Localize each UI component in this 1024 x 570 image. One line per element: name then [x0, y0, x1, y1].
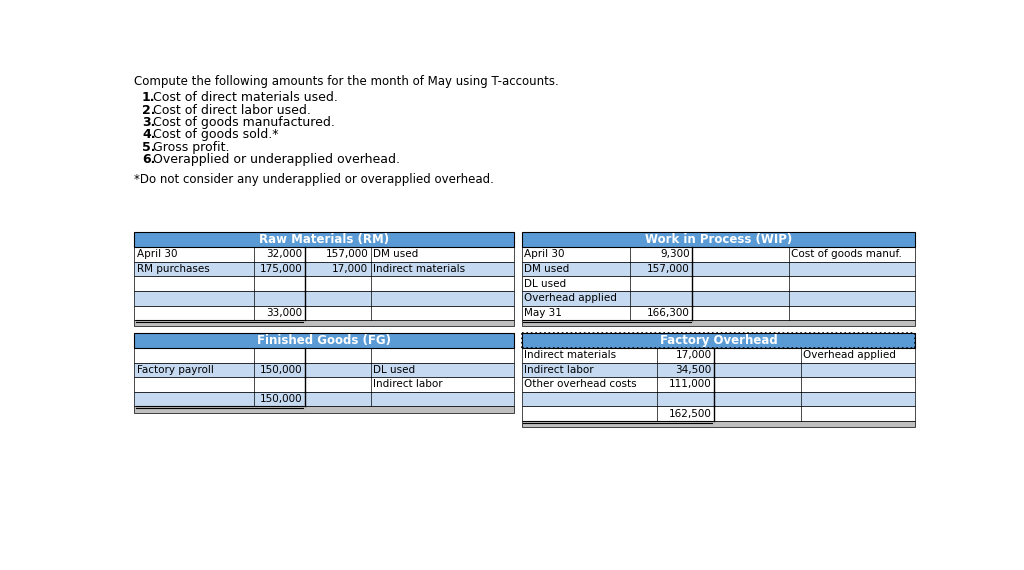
Bar	[521, 306, 915, 320]
Bar	[134, 276, 514, 291]
Text: 32,000: 32,000	[266, 249, 302, 259]
Bar	[134, 231, 514, 247]
Text: 2.: 2.	[142, 104, 156, 117]
Text: DM used: DM used	[524, 264, 569, 274]
Bar	[134, 406, 514, 413]
Text: 4.: 4.	[142, 128, 156, 141]
Text: Cost of goods manufactured.: Cost of goods manufactured.	[153, 116, 335, 129]
Text: 1.: 1.	[142, 92, 156, 104]
Text: 150,000: 150,000	[260, 394, 302, 404]
Bar	[134, 332, 514, 348]
Text: 5.: 5.	[142, 141, 156, 154]
Text: 157,000: 157,000	[326, 249, 369, 259]
Bar	[134, 392, 514, 406]
Bar	[521, 231, 915, 247]
Bar	[521, 262, 915, 276]
Bar	[134, 363, 514, 377]
Text: April 30: April 30	[524, 249, 564, 259]
Text: Finished Goods (FG): Finished Goods (FG)	[257, 333, 391, 347]
Text: 175,000: 175,000	[260, 264, 302, 274]
Bar	[521, 320, 915, 327]
Text: 33,000: 33,000	[266, 308, 302, 318]
Bar	[134, 377, 514, 392]
Text: Overhead applied: Overhead applied	[524, 293, 616, 303]
Text: *Do not consider any underapplied or overapplied overhead.: *Do not consider any underapplied or ove…	[134, 173, 494, 186]
Bar	[521, 247, 915, 262]
Text: DM used: DM used	[373, 249, 418, 259]
Text: 34,500: 34,500	[675, 365, 712, 375]
Text: Cost of direct materials used.: Cost of direct materials used.	[153, 92, 338, 104]
Bar	[521, 421, 915, 428]
Text: Indirect materials: Indirect materials	[373, 264, 465, 274]
Text: Gross profit.: Gross profit.	[153, 141, 229, 154]
Text: 6.: 6.	[142, 153, 156, 166]
Bar	[521, 348, 915, 363]
Bar	[134, 291, 514, 306]
Text: Indirect materials: Indirect materials	[524, 350, 616, 360]
Text: Cost of direct labor used.: Cost of direct labor used.	[153, 104, 310, 117]
Text: 150,000: 150,000	[260, 365, 302, 375]
Bar	[134, 262, 514, 276]
Text: 157,000: 157,000	[647, 264, 690, 274]
Bar	[134, 247, 514, 262]
Bar	[134, 348, 514, 363]
Text: Overhead applied: Overhead applied	[803, 350, 896, 360]
Bar	[521, 392, 915, 406]
Text: 17,000: 17,000	[676, 350, 712, 360]
Bar	[521, 332, 915, 348]
Text: Overapplied or underapplied overhead.: Overapplied or underapplied overhead.	[153, 153, 399, 166]
Text: Other overhead costs: Other overhead costs	[524, 380, 637, 389]
Text: 3.: 3.	[142, 116, 156, 129]
Text: Raw Materials (RM): Raw Materials (RM)	[259, 233, 389, 246]
Text: 111,000: 111,000	[669, 380, 712, 389]
Text: Indirect labor: Indirect labor	[524, 365, 594, 375]
Bar	[134, 306, 514, 320]
Text: DL used: DL used	[524, 279, 566, 288]
Text: Factory payroll: Factory payroll	[136, 365, 213, 375]
Text: Factory Overhead: Factory Overhead	[659, 333, 777, 347]
Text: April 30: April 30	[136, 249, 177, 259]
Text: Compute the following amounts for the month of May using T-accounts.: Compute the following amounts for the mo…	[134, 75, 559, 88]
Text: May 31: May 31	[524, 308, 562, 318]
Text: 17,000: 17,000	[332, 264, 369, 274]
Text: RM purchases: RM purchases	[136, 264, 209, 274]
Text: DL used: DL used	[373, 365, 415, 375]
Text: Cost of goods sold.*: Cost of goods sold.*	[153, 128, 279, 141]
Bar	[134, 320, 514, 327]
Text: 166,300: 166,300	[647, 308, 690, 318]
Text: Indirect labor: Indirect labor	[373, 380, 442, 389]
Bar	[521, 276, 915, 291]
Bar	[521, 291, 915, 306]
Text: 9,300: 9,300	[660, 249, 690, 259]
Bar	[521, 363, 915, 377]
Text: 162,500: 162,500	[669, 409, 712, 419]
Bar	[521, 377, 915, 392]
Text: Work in Process (WIP): Work in Process (WIP)	[645, 233, 793, 246]
Bar	[521, 406, 915, 421]
Text: Cost of goods manuf.: Cost of goods manuf.	[792, 249, 902, 259]
